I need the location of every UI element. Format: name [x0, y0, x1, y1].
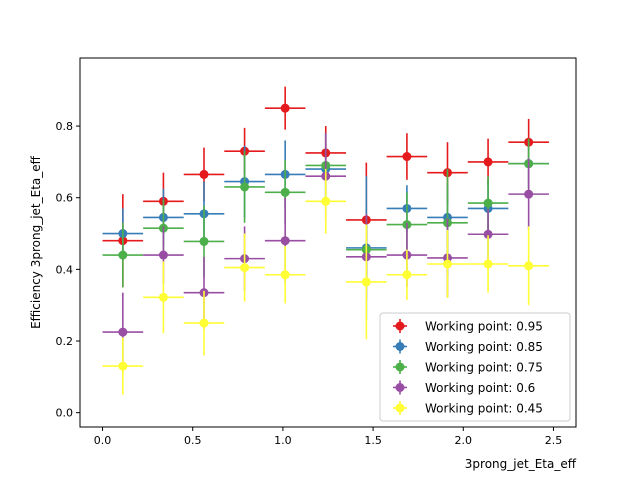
series-4	[102, 169, 549, 395]
x-tick-label: 2.5	[545, 434, 563, 447]
data-point	[402, 270, 412, 280]
legend-marker	[395, 342, 405, 351]
legend: Working point: 0.95 Working point: 0.85 Wo…	[379, 312, 571, 422]
data-point	[280, 187, 290, 197]
y-tick-label: 0.6	[56, 192, 74, 205]
y-tick-label: 0.4	[56, 263, 74, 276]
x-tick-label: 0.0	[94, 434, 112, 447]
data-point	[280, 236, 290, 246]
data-point	[483, 198, 493, 208]
legend-box	[379, 312, 571, 422]
legend-marker	[395, 383, 405, 392]
legend-item: Working point: 0.75	[393, 360, 543, 375]
legend-item: Working point: 0.85	[393, 339, 543, 354]
legend-label: Working point: 0.85	[425, 340, 543, 354]
legend-marker	[395, 362, 405, 372]
legend-label: Working point: 0.6	[425, 381, 535, 395]
data-point	[442, 259, 452, 269]
legend-label: Working point: 0.75	[425, 361, 543, 375]
x-axis: 0.0 0.5 1.0 1.5 2.0 2.5	[94, 427, 562, 447]
data-point	[280, 103, 290, 113]
data-point	[118, 327, 128, 337]
plot-area	[102, 86, 549, 395]
data-point	[402, 152, 412, 162]
legend-item: Working point: 0.45	[393, 401, 543, 416]
data-point	[483, 157, 493, 167]
data-point	[240, 182, 250, 192]
data-point	[280, 270, 290, 280]
x-tick-label: 1.5	[364, 434, 382, 447]
x-tick-label: 1.0	[274, 434, 292, 447]
data-point	[483, 259, 493, 269]
data-point	[524, 189, 534, 199]
legend-marker	[395, 321, 405, 331]
legend-marker	[395, 403, 405, 413]
data-point	[199, 318, 209, 328]
data-point	[361, 277, 371, 287]
y-tick-label: 0.0	[56, 407, 74, 420]
x-axis-label: 3prong_jet_Eta_eff	[465, 457, 577, 471]
data-point	[240, 263, 250, 273]
legend-label: Working point: 0.95	[425, 320, 543, 334]
axes-frame	[79, 57, 577, 428]
legend-item: Working point: 0.95	[393, 319, 543, 334]
x-tick-label: 0.5	[184, 434, 202, 447]
y-axis: 0.0 0.2 0.4 0.6 0.8	[56, 120, 80, 420]
data-point	[321, 196, 331, 206]
data-point	[118, 250, 128, 260]
y-tick-label: 0.2	[56, 335, 74, 348]
data-point	[199, 236, 209, 246]
y-axis-label: Efficiency 3prong_jet_Eta_eff	[29, 155, 43, 329]
data-point	[483, 229, 493, 239]
data-point	[524, 261, 534, 271]
legend-item: Working point: 0.6	[393, 380, 535, 395]
data-point	[118, 361, 128, 371]
data-point	[199, 169, 209, 179]
data-point	[158, 292, 168, 302]
y-tick-label: 0.8	[56, 120, 74, 133]
x-tick-label: 2.0	[455, 434, 473, 447]
legend-label: Working point: 0.45	[425, 402, 543, 416]
data-point	[158, 250, 168, 260]
